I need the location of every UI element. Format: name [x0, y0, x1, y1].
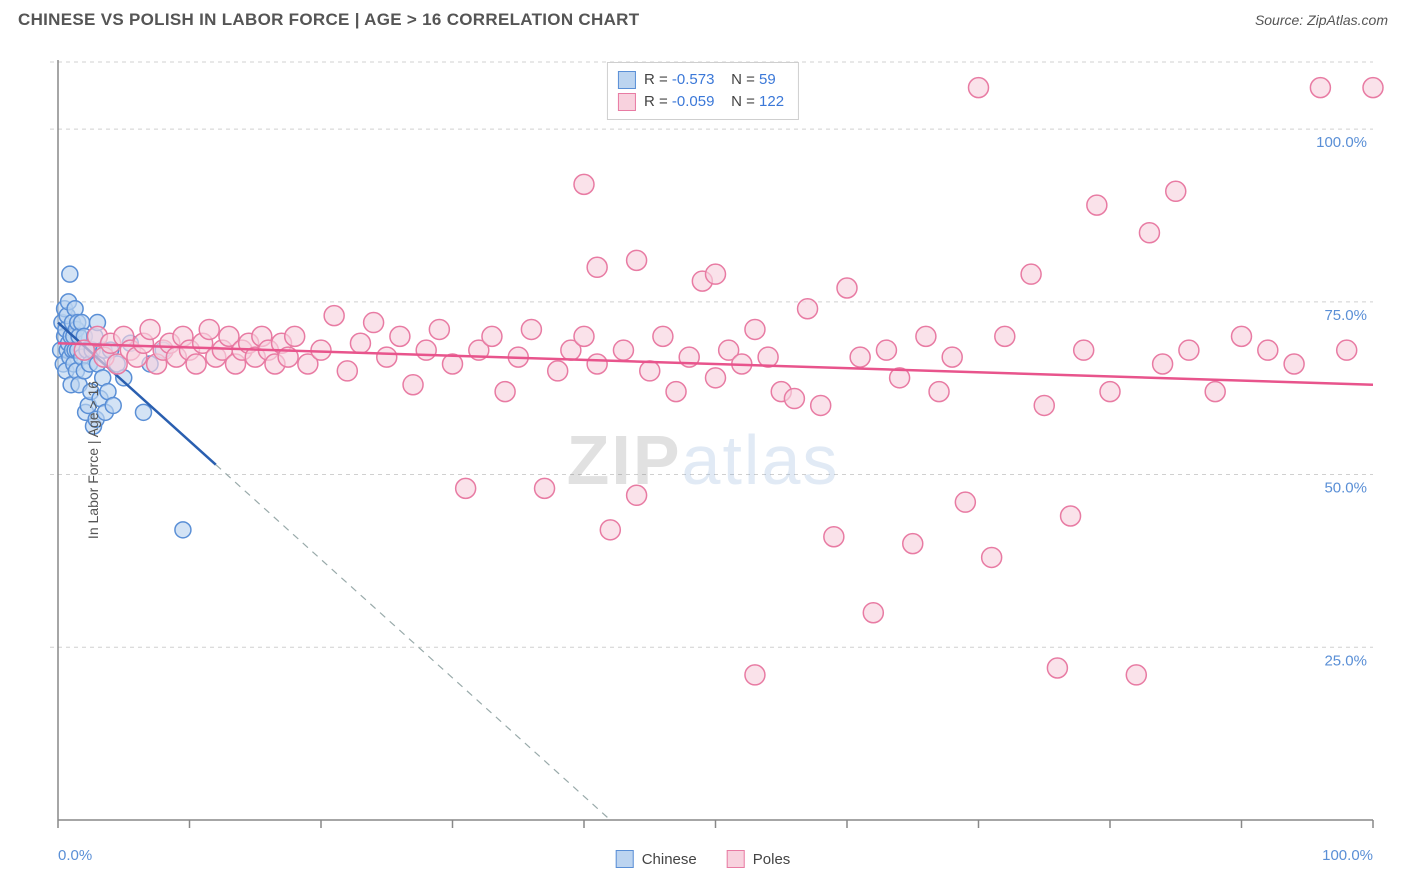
- legend-row-poles: R = -0.059 N = 122: [618, 91, 784, 113]
- legend-swatch-poles: [618, 93, 636, 111]
- legend-text-poles: R = -0.059 N = 122: [644, 91, 784, 113]
- n-label: N =: [731, 93, 755, 110]
- r-label: R =: [644, 71, 668, 88]
- n-value: 59: [759, 71, 776, 88]
- scatter-plot-svg: 25.0% 50.0% 75.0% 100.0% 0.0% 100.0%: [18, 50, 1388, 870]
- series-legend: Chinese Poles: [616, 850, 791, 868]
- svg-text:100.0%: 100.0%: [1322, 847, 1373, 864]
- r-value: -0.573: [672, 71, 715, 88]
- svg-text:100.0%: 100.0%: [1316, 134, 1367, 151]
- legend-row-chinese: R = -0.573 N = 59: [618, 69, 784, 91]
- chart-title: CHINESE VS POLISH IN LABOR FORCE | AGE >…: [18, 10, 639, 30]
- series-legend-poles: Poles: [727, 850, 791, 868]
- series-legend-chinese: Chinese: [616, 850, 697, 868]
- correlation-legend: R = -0.573 N = 59 R = -0.059 N = 122: [607, 62, 799, 120]
- y-axis-label: In Labor Force | Age > 16: [85, 381, 101, 539]
- series-label-chinese: Chinese: [642, 851, 697, 868]
- series-swatch-chinese: [616, 850, 634, 868]
- svg-text:50.0%: 50.0%: [1324, 480, 1367, 497]
- legend-text-chinese: R = -0.573 N = 59: [644, 69, 776, 91]
- series-label-poles: Poles: [753, 851, 791, 868]
- legend-swatch-chinese: [618, 71, 636, 89]
- chart-source: Source: ZipAtlas.com: [1255, 12, 1388, 28]
- svg-text:75.0%: 75.0%: [1324, 307, 1367, 324]
- chart-area: In Labor Force | Age > 16 25.0% 50.0% 75.0…: [18, 50, 1388, 870]
- series-swatch-poles: [727, 850, 745, 868]
- svg-text:25.0%: 25.0%: [1324, 652, 1367, 669]
- r-label: R =: [644, 93, 668, 110]
- n-label: N =: [731, 71, 755, 88]
- svg-text:0.0%: 0.0%: [58, 847, 92, 864]
- n-value: 122: [759, 93, 784, 110]
- chart-header: CHINESE VS POLISH IN LABOR FORCE | AGE >…: [0, 0, 1406, 34]
- r-value: -0.059: [672, 93, 715, 110]
